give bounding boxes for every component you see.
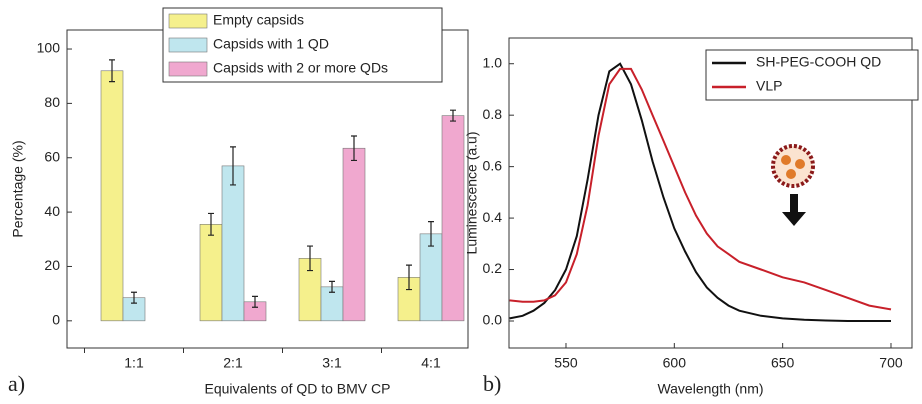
arrow <box>782 194 806 226</box>
bar <box>441 115 465 322</box>
error-bar <box>131 291 137 304</box>
y-axis-label: Luminescence (a.u) <box>464 132 480 255</box>
y-tick-label: 60 <box>44 148 60 164</box>
x-axis-label: Equivalents of QD to BMV CP <box>205 381 391 397</box>
x-tick-label: 650 <box>771 355 795 371</box>
error-bar <box>351 135 357 162</box>
y-tick-label: 100 <box>37 40 61 56</box>
bar <box>342 147 366 322</box>
legend-label: Capsids with 2 or more QDs <box>213 60 388 76</box>
y-tick-label: 0.2 <box>483 260 503 276</box>
error-bar <box>329 280 335 293</box>
error-bar <box>109 59 115 83</box>
x-axis-label: Wavelength (nm) <box>657 381 763 397</box>
panel-label: a) <box>8 371 25 396</box>
legend-label: Empty capsids <box>213 12 304 28</box>
panel-label: b) <box>483 371 501 396</box>
vlp-icon <box>771 144 815 188</box>
error-bar <box>428 221 434 247</box>
bar <box>100 70 124 322</box>
x-tick-label: 4:1 <box>421 355 441 371</box>
legend-label: SH-PEG-COOH QD <box>756 54 881 70</box>
plot-frame <box>508 37 913 349</box>
error-bar <box>307 245 313 272</box>
legend-swatch <box>168 61 208 77</box>
bar <box>419 233 443 322</box>
error-bar <box>208 212 214 236</box>
y-tick-label: 0.8 <box>483 106 503 122</box>
y-tick-label: 80 <box>44 94 60 110</box>
y-tick-label: 20 <box>44 257 60 273</box>
legend-label: VLP <box>756 78 782 94</box>
x-tick-label: 2:1 <box>223 355 243 371</box>
x-tick-label: 3:1 <box>322 355 342 371</box>
legend-label: Capsids with 1 QD <box>213 36 329 52</box>
line <box>509 62 891 322</box>
bar <box>221 165 245 322</box>
y-tick-label: 40 <box>44 203 60 219</box>
x-tick-label: 600 <box>663 355 687 371</box>
y-tick-label: 1.0 <box>483 54 503 70</box>
x-tick-label: 700 <box>879 355 903 371</box>
x-tick-label: 1:1 <box>124 355 144 371</box>
y-axis-label: Percentage (%) <box>10 140 26 237</box>
x-tick-label: 550 <box>554 355 578 371</box>
legend-swatch <box>168 37 208 53</box>
legend-swatch <box>168 13 208 29</box>
legend-box <box>705 49 919 101</box>
error-bar <box>230 146 236 186</box>
error-bar <box>406 264 412 291</box>
y-tick-label: 0.4 <box>483 209 503 225</box>
error-bar <box>252 295 258 308</box>
y-tick-label: 0.0 <box>483 312 503 328</box>
error-bar <box>450 109 456 122</box>
y-tick-label: 0.6 <box>483 157 503 173</box>
legend-box <box>162 7 443 83</box>
line <box>509 67 892 311</box>
y-tick-label: 0 <box>52 312 60 328</box>
bar <box>199 224 223 322</box>
